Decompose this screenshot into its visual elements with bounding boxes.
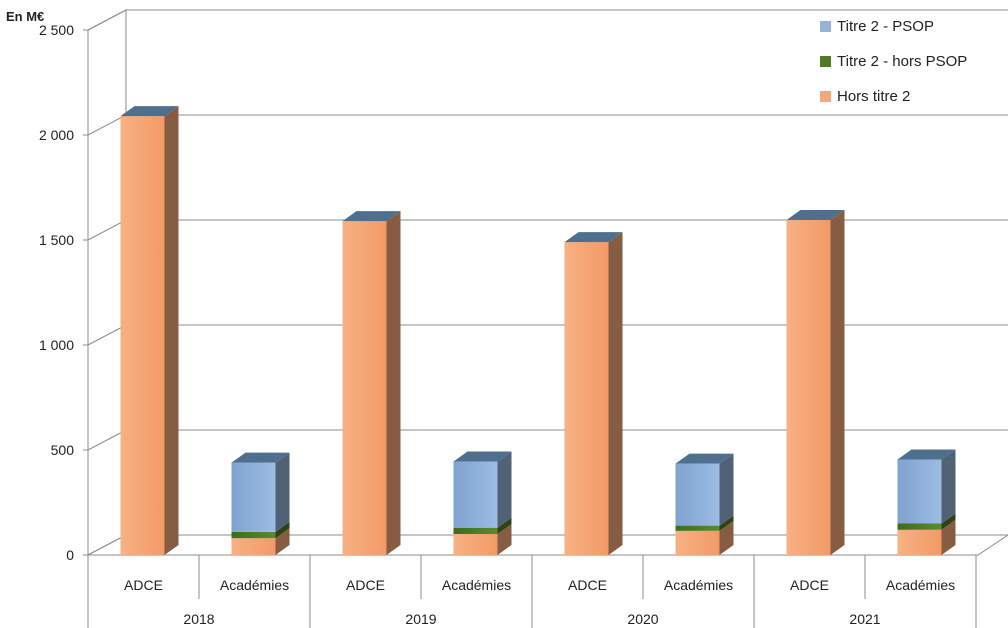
bar-front [675, 525, 720, 531]
y-tick-label: 0 [66, 547, 74, 563]
bar-front [231, 531, 276, 539]
bar-segment [786, 210, 845, 556]
legend-swatch [820, 91, 831, 102]
bar-side [497, 524, 512, 555]
legend-label: Titre 2 - hors PSOP [837, 53, 967, 70]
bar-front [342, 221, 387, 555]
bar-side [608, 232, 623, 555]
bar-front [453, 461, 498, 528]
bar-front [897, 459, 942, 524]
bar-top [231, 452, 290, 463]
bar-front [453, 534, 498, 555]
category-label: Académies [886, 577, 955, 593]
group-label: 2020 [627, 611, 658, 627]
chart-floor [87, 534, 1008, 556]
bar-side [941, 449, 956, 524]
gridline-side [87, 429, 127, 451]
unit-label: En M€ [6, 9, 44, 24]
legend-entry: Titre 2 - hors PSOP [820, 53, 967, 70]
bar-top [120, 106, 179, 117]
group-label: 2019 [405, 611, 436, 627]
bar-top [897, 449, 956, 460]
bar-side [275, 521, 290, 539]
bar-front [897, 529, 942, 555]
category-label: ADCE [790, 577, 829, 593]
legend-swatch [820, 21, 831, 32]
category-label: ADCE [124, 577, 163, 593]
bar-segment [897, 513, 956, 530]
bar-side [497, 451, 512, 528]
bar-top [453, 451, 512, 462]
y-tick-label: 1 500 [39, 232, 74, 248]
bar-segment [675, 520, 734, 555]
bar-side [275, 452, 290, 532]
bar-side [275, 528, 290, 555]
bar-side [941, 519, 956, 555]
bar-top [675, 453, 734, 464]
legend-swatch [820, 56, 831, 67]
legend-entry: Titre 2 - PSOP [820, 18, 934, 35]
bar-side [386, 211, 401, 555]
category-label: Académies [220, 577, 289, 593]
legend-label: Titre 2 - PSOP [837, 18, 934, 35]
bar-segment [453, 524, 512, 555]
group-label: 2018 [183, 611, 214, 627]
bar-segment [564, 232, 623, 555]
bar-segment [231, 528, 290, 555]
bar-segment [231, 452, 290, 532]
bar-segment [120, 106, 179, 555]
category-label: Académies [664, 577, 733, 593]
bar-front [564, 242, 609, 555]
bar-side [719, 453, 734, 526]
legend-label: Hors titre 2 [837, 88, 910, 105]
bar-side [164, 106, 179, 555]
bar-side [719, 520, 734, 555]
bar-side [830, 210, 845, 556]
gridline-side [87, 219, 127, 241]
bar-front [120, 116, 165, 555]
bar-segment [453, 451, 512, 528]
bar-segment [675, 515, 734, 531]
bar-segment [342, 211, 401, 555]
bar-segment [675, 453, 734, 526]
gridline-side [87, 9, 127, 31]
y-tick-label: 2 000 [39, 127, 74, 143]
y-tick-label: 2 500 [39, 22, 74, 38]
group-label: 2021 [849, 611, 880, 627]
bar-front [786, 220, 831, 556]
bar-side [497, 517, 512, 534]
gridline-side [87, 324, 127, 346]
bar-front [675, 463, 720, 526]
bar-front [231, 462, 276, 532]
bar-top [342, 211, 401, 222]
y-tick-label: 1 000 [39, 337, 74, 353]
bar-front [231, 538, 276, 555]
bar-top [786, 210, 845, 221]
bar-front [453, 527, 498, 534]
category-label: ADCE [346, 577, 385, 593]
bar-front [897, 523, 942, 530]
bar-top [564, 232, 623, 243]
bar-front [675, 530, 720, 555]
bar-segment [897, 449, 956, 524]
bar-side [719, 515, 734, 531]
bar-side [941, 513, 956, 530]
bar-segment [453, 517, 512, 534]
category-label: ADCE [568, 577, 607, 593]
side-wall [87, 9, 127, 556]
category-label: Académies [442, 577, 511, 593]
y-tick-label: 500 [51, 442, 75, 458]
bar-segment [231, 521, 290, 539]
bar-segment [897, 519, 956, 555]
legend-entry: Hors titre 2 [820, 88, 910, 105]
gridline-side [87, 114, 127, 136]
